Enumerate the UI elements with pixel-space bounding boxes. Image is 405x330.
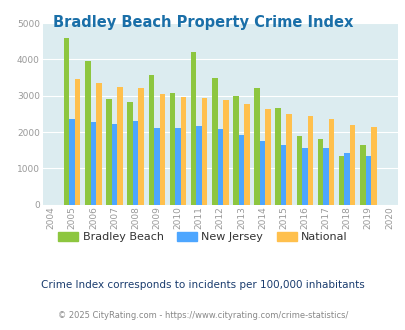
- Bar: [349, 125, 354, 205]
- Bar: [264, 110, 270, 205]
- Bar: [232, 96, 238, 205]
- Bar: [132, 121, 138, 205]
- Bar: [317, 139, 322, 205]
- Bar: [201, 98, 207, 205]
- Bar: [106, 99, 111, 205]
- Bar: [159, 94, 165, 205]
- Bar: [370, 127, 375, 205]
- Bar: [117, 86, 122, 205]
- Bar: [64, 38, 69, 205]
- Bar: [322, 148, 328, 205]
- Bar: [238, 135, 243, 205]
- Bar: [217, 129, 222, 205]
- Text: Bradley Beach Property Crime Index: Bradley Beach Property Crime Index: [53, 15, 352, 30]
- Text: © 2025 CityRating.com - https://www.cityrating.com/crime-statistics/: © 2025 CityRating.com - https://www.city…: [58, 311, 347, 320]
- Bar: [96, 83, 101, 205]
- Bar: [286, 114, 291, 205]
- Bar: [190, 52, 196, 205]
- Bar: [85, 61, 90, 205]
- Bar: [296, 136, 301, 205]
- Bar: [211, 78, 217, 205]
- Legend: Bradley Beach, New Jersey, National: Bradley Beach, New Jersey, National: [54, 228, 351, 247]
- Bar: [359, 145, 364, 205]
- Text: Crime Index corresponds to incidents per 100,000 inhabitants: Crime Index corresponds to incidents per…: [41, 280, 364, 290]
- Bar: [148, 75, 153, 205]
- Bar: [180, 97, 186, 205]
- Bar: [111, 124, 117, 205]
- Bar: [301, 148, 307, 205]
- Bar: [275, 108, 280, 205]
- Bar: [69, 119, 75, 205]
- Bar: [127, 102, 132, 205]
- Bar: [343, 153, 349, 205]
- Bar: [243, 104, 249, 205]
- Bar: [138, 88, 143, 205]
- Bar: [307, 115, 312, 205]
- Bar: [338, 156, 343, 205]
- Bar: [169, 93, 175, 205]
- Bar: [280, 145, 286, 205]
- Bar: [254, 88, 259, 205]
- Bar: [196, 126, 201, 205]
- Bar: [364, 156, 370, 205]
- Bar: [328, 119, 333, 205]
- Bar: [90, 122, 96, 205]
- Bar: [222, 100, 228, 205]
- Bar: [259, 141, 264, 205]
- Bar: [175, 128, 180, 205]
- Bar: [153, 128, 159, 205]
- Bar: [75, 79, 80, 205]
